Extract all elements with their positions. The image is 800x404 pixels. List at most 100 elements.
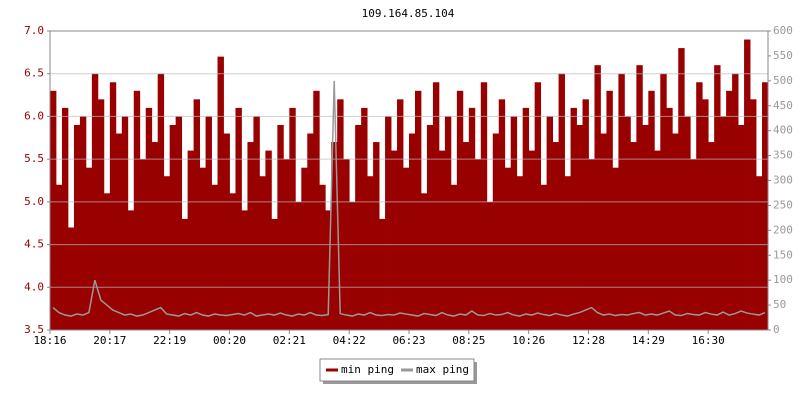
bar xyxy=(187,150,194,330)
bar xyxy=(480,82,488,330)
bar xyxy=(756,176,763,330)
bar xyxy=(678,48,685,330)
bar xyxy=(702,99,709,330)
bar xyxy=(277,124,284,330)
x-tick-label: 18:16 xyxy=(33,334,66,347)
bar xyxy=(103,193,111,330)
bar xyxy=(109,82,117,330)
bar xyxy=(391,150,398,330)
y-tick-label: 3.5 xyxy=(24,323,44,336)
bar xyxy=(229,193,236,330)
bar xyxy=(211,184,218,330)
bar xyxy=(355,124,362,330)
bar xyxy=(714,65,721,331)
bar xyxy=(115,133,123,330)
bar xyxy=(151,142,159,330)
bar xyxy=(624,116,631,330)
bar xyxy=(570,107,577,330)
y-tick-label: 5.5 xyxy=(24,152,44,165)
bar xyxy=(504,167,512,330)
bar xyxy=(223,133,230,330)
bar xyxy=(720,116,727,330)
legend-box xyxy=(319,358,475,382)
bar xyxy=(684,116,691,330)
bar xyxy=(241,210,248,330)
bar xyxy=(349,201,356,330)
bar xyxy=(253,116,260,330)
bar xyxy=(307,133,314,330)
bar xyxy=(379,218,386,330)
bar xyxy=(750,99,757,330)
bar xyxy=(385,116,392,330)
bar xyxy=(325,210,332,330)
bar xyxy=(319,184,326,330)
bar xyxy=(50,90,57,330)
bar xyxy=(271,218,278,330)
bar xyxy=(127,210,135,330)
y-tick-label: 6.0 xyxy=(24,109,44,122)
bar xyxy=(133,90,141,330)
bar xyxy=(552,142,559,330)
bar xyxy=(181,218,189,330)
bar xyxy=(546,116,553,330)
bar xyxy=(510,116,518,330)
bar xyxy=(169,124,177,330)
y2-tick-label: 100 xyxy=(773,273,793,286)
bar xyxy=(403,167,410,330)
bar xyxy=(337,99,344,330)
bar xyxy=(432,82,440,330)
bar xyxy=(414,90,422,330)
bar xyxy=(193,99,200,330)
x-tick-label: 20:17 xyxy=(93,334,126,347)
bar xyxy=(600,133,607,330)
bar xyxy=(654,150,661,330)
bar xyxy=(528,150,536,330)
bar xyxy=(73,124,81,330)
y-tick-label: 5.0 xyxy=(24,195,44,208)
bar xyxy=(175,116,183,330)
bar xyxy=(696,82,703,330)
bar xyxy=(235,107,242,330)
y2-tick-label: 50 xyxy=(773,298,786,311)
bar xyxy=(534,82,542,330)
bar xyxy=(612,167,619,330)
y2-tick-label: 150 xyxy=(773,248,793,261)
bar xyxy=(121,116,129,330)
bar xyxy=(636,65,643,331)
bar xyxy=(79,116,87,330)
bar xyxy=(744,39,751,331)
bar xyxy=(67,227,75,330)
bar xyxy=(522,107,530,330)
bar xyxy=(468,107,476,330)
y2-tick-label: 200 xyxy=(773,223,793,236)
bar xyxy=(313,90,320,330)
x-tick-label: 08:25 xyxy=(452,334,485,347)
x-tick-label: 12:28 xyxy=(572,334,605,347)
bar xyxy=(540,184,548,330)
bar xyxy=(582,99,589,330)
bar xyxy=(438,150,446,330)
bar xyxy=(199,167,206,330)
bar xyxy=(762,82,769,330)
line xyxy=(52,80,766,317)
y2-tick-label: 550 xyxy=(773,49,793,62)
x-tick-label: 06:23 xyxy=(392,334,425,347)
bar xyxy=(450,184,458,330)
legend-label: min ping xyxy=(341,363,394,376)
x-tick-label: 04:22 xyxy=(333,334,366,347)
bar xyxy=(247,142,254,330)
bar xyxy=(265,150,272,330)
bar xyxy=(516,176,524,330)
bar xyxy=(642,124,649,330)
x-tick-label: 14:29 xyxy=(632,334,665,347)
bar xyxy=(289,107,296,330)
bar xyxy=(492,133,500,330)
bar xyxy=(498,99,506,330)
bar xyxy=(85,167,93,330)
bar xyxy=(217,56,224,330)
y2-tick-label: 600 xyxy=(773,24,793,37)
y2-tick-label: 350 xyxy=(773,149,793,162)
bar xyxy=(55,184,63,330)
y2-tick-label: 0 xyxy=(773,323,780,336)
